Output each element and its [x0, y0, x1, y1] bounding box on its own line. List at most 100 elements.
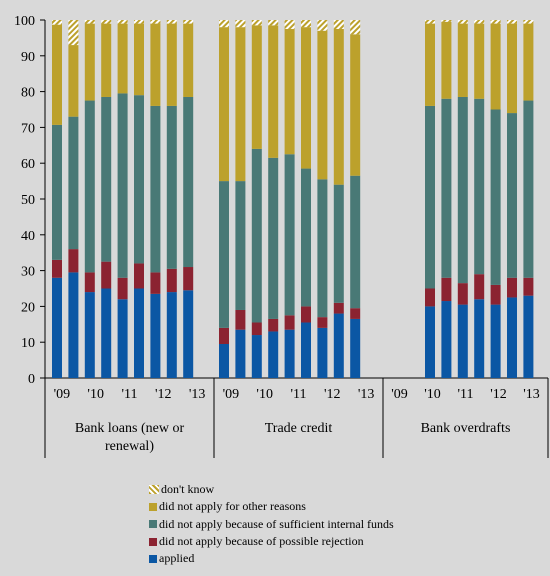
plot-area: 0 10 20 30 40 50 60 70 80 90 100 '09 '10 '11 '12 '13 Ban…	[14, 14, 549, 458]
bar-segment-did-not-apply-for-other-reasons	[52, 24, 62, 125]
x-tick-label: '10	[424, 387, 441, 402]
legend-label: did not apply for other reasons	[159, 499, 306, 514]
bar-segment-did-not-apply-because-of-sufficient-internal-funds	[117, 93, 128, 278]
bar-segment-don-t-know	[350, 20, 361, 35]
bar-segment-don-t-know	[490, 20, 501, 24]
x-tick-label: '09	[391, 387, 408, 402]
legend-label: did not apply because of sufficient inte…	[159, 516, 394, 531]
bar-segment-did-not-apply-because-of-sufficient-internal-funds	[101, 96, 112, 262]
bar-segment-did-not-apply-because-of-sufficient-internal-funds	[474, 98, 485, 275]
bar-segment-applied	[474, 299, 485, 378]
bar-segment-don-t-know	[150, 20, 161, 24]
bar-segment-did-not-apply-because-of-possible-rejection	[235, 309, 246, 330]
x-tick-label: '13	[523, 387, 540, 402]
bar-segment-applied	[101, 288, 112, 378]
bar-segment-don-t-know	[68, 20, 79, 46]
bar-segment-did-not-apply-for-other-reasons	[251, 25, 262, 149]
bar-segment-did-not-apply-for-other-reasons	[117, 23, 128, 94]
bar-segment-did-not-apply-because-of-sufficient-internal-funds	[134, 95, 144, 264]
bar-segment-did-not-apply-because-of-possible-rejection	[251, 322, 262, 336]
bar-segment-did-not-apply-because-of-possible-rejection	[317, 317, 328, 328]
bar-segment-did-not-apply-for-other-reasons	[284, 28, 295, 155]
bar-segment-did-not-apply-for-other-reasons	[134, 23, 144, 96]
bar-segment-applied	[507, 297, 517, 378]
bar-segment-applied	[284, 329, 295, 378]
bar-segment-did-not-apply-because-of-sufficient-internal-funds	[441, 98, 452, 278]
x-tick-label: '09	[223, 387, 240, 402]
bar-segment-did-not-apply-for-other-reasons	[301, 27, 311, 169]
x-tick-label: '12	[155, 387, 172, 402]
y-tick-label: 90	[21, 50, 35, 65]
group-label: Bank loans (new or renewal)	[75, 421, 185, 454]
y-tick-label: 40	[21, 229, 35, 244]
bar-segment-applied	[457, 304, 468, 378]
bar-segment-don-t-know	[317, 20, 328, 31]
bar-segment-did-not-apply-for-other-reasons	[333, 28, 344, 185]
bar-segment-did-not-apply-because-of-possible-rejection	[101, 261, 112, 289]
bar-segment-did-not-apply-because-of-sufficient-internal-funds	[301, 168, 311, 307]
x-tick-label: '13	[189, 387, 206, 402]
chart: 0 10 20 30 40 50 60 70 80 90 100 '09 '10 '11 '12 '13 Ban…	[14, 14, 549, 458]
y-tick-label: 20	[21, 300, 35, 315]
bar-segment-did-not-apply-because-of-possible-rejection	[268, 318, 279, 332]
bar-segment-don-t-know	[183, 20, 194, 24]
bar-segment-did-not-apply-for-other-reasons	[166, 23, 177, 106]
bar-segment-did-not-apply-because-of-possible-rejection	[333, 302, 344, 314]
bar-segment-did-not-apply-because-of-possible-rejection	[166, 268, 177, 293]
bar-segment-don-t-know	[284, 20, 295, 29]
bar-segment-did-not-apply-because-of-sufficient-internal-funds	[333, 184, 344, 303]
bar-segment-applied	[523, 295, 534, 378]
bar-segment-don-t-know	[134, 20, 144, 24]
bar-segment-did-not-apply-because-of-sufficient-internal-funds	[350, 175, 361, 309]
bar-segment-did-not-apply-because-of-possible-rejection	[425, 288, 435, 307]
bar-segment-applied	[219, 343, 229, 378]
legend-item: did not apply because of possible reject…	[149, 533, 394, 550]
bar-segment-applied	[52, 277, 62, 378]
bar-segment-did-not-apply-for-other-reasons	[457, 23, 468, 97]
bar-segment-don-t-know	[268, 20, 279, 26]
bar-segment-did-not-apply-because-of-sufficient-internal-funds	[523, 100, 534, 278]
bar-segment-applied	[425, 306, 435, 378]
x-tick-label: '11	[457, 387, 473, 402]
bar-segment-did-not-apply-because-of-sufficient-internal-funds	[183, 96, 194, 268]
bar-segment-did-not-apply-because-of-possible-rejection	[150, 272, 161, 294]
y-tick-label: 10	[21, 336, 35, 351]
bar-segment-applied	[268, 331, 279, 378]
bar-segment-did-not-apply-for-other-reasons	[350, 34, 361, 176]
bar-segment-did-not-apply-because-of-sufficient-internal-funds	[219, 181, 229, 328]
bar-segment-did-not-apply-because-of-possible-rejection	[301, 306, 311, 323]
bar-segment-applied	[183, 290, 194, 378]
bar-segment-applied	[301, 322, 311, 378]
bar-segment-did-not-apply-for-other-reasons	[68, 45, 79, 117]
bar-segment-did-not-apply-for-other-reasons	[490, 23, 501, 110]
bar-segment-did-not-apply-because-of-possible-rejection	[441, 277, 452, 302]
bar-segment-applied	[84, 292, 95, 378]
bar-segment-did-not-apply-because-of-sufficient-internal-funds	[268, 157, 279, 319]
legend-item: did not apply because of sufficient inte…	[149, 516, 394, 533]
bar-segment-applied	[441, 301, 452, 378]
y-tick-label: 50	[21, 193, 35, 208]
bar-segment-applied	[490, 304, 501, 378]
x-tick-label: '10	[256, 387, 273, 402]
bar-segment-don-t-know	[84, 20, 95, 24]
bar-segment-did-not-apply-because-of-sufficient-internal-funds	[284, 154, 295, 316]
bar-segment-applied	[317, 327, 328, 378]
bar-segment-did-not-apply-because-of-sufficient-internal-funds	[507, 113, 517, 278]
bar-segment-did-not-apply-because-of-sufficient-internal-funds	[490, 109, 501, 285]
bar-segment-did-not-apply-for-other-reasons	[441, 21, 452, 99]
bar-segment-applied	[134, 288, 144, 378]
bar-segment-don-t-know	[333, 20, 344, 29]
bar-segment-applied	[235, 329, 246, 378]
bar-segment-don-t-know	[301, 20, 311, 28]
x-tick-label: '12	[490, 387, 507, 402]
x-tick-label: '11	[121, 387, 137, 402]
y-tick-label: 30	[21, 265, 35, 280]
bar-segment-did-not-apply-for-other-reasons	[474, 23, 485, 99]
bar-segment-did-not-apply-because-of-possible-rejection	[284, 315, 295, 330]
bar-segment-applied	[251, 335, 262, 378]
bar-segment-did-not-apply-because-of-sufficient-internal-funds	[150, 105, 161, 273]
bar-segment-did-not-apply-for-other-reasons	[317, 30, 328, 180]
legend-item: applied	[149, 550, 394, 567]
bar-segment-did-not-apply-because-of-sufficient-internal-funds	[251, 148, 262, 323]
bar-segment-don-t-know	[523, 20, 534, 24]
